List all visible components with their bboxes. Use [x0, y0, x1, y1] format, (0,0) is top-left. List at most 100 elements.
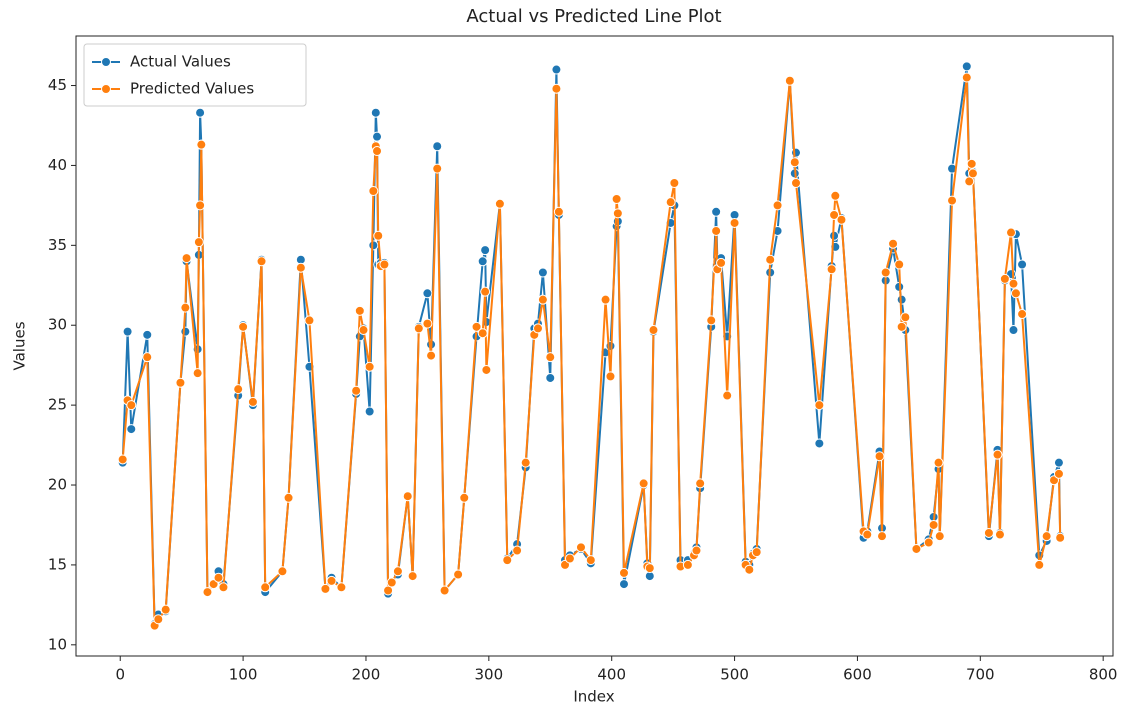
data-point	[575, 542, 586, 553]
x-tick-label: 500	[720, 666, 749, 684]
data-point	[791, 178, 802, 189]
data-point	[964, 176, 975, 187]
data-point	[545, 372, 556, 383]
legend-label: Actual Values	[130, 53, 231, 71]
data-point	[195, 200, 206, 211]
data-point	[480, 245, 491, 256]
data-point	[196, 139, 207, 150]
x-tick-label: 700	[966, 666, 995, 684]
y-tick-label: 30	[48, 316, 67, 334]
data-point	[471, 321, 482, 332]
data-point	[751, 547, 762, 558]
data-point	[480, 286, 491, 297]
data-point	[695, 478, 706, 489]
y-tick-label: 35	[48, 236, 67, 254]
data-point	[238, 321, 249, 332]
data-point	[379, 259, 390, 270]
data-point	[961, 61, 972, 72]
x-tick-label: 400	[597, 666, 626, 684]
data-point	[648, 325, 659, 336]
plot-area	[75, 35, 1114, 657]
data-point	[142, 352, 153, 363]
data-point	[181, 253, 192, 264]
data-point	[537, 267, 548, 278]
data-point	[1053, 457, 1064, 468]
data-point	[545, 352, 556, 363]
data-point	[392, 566, 403, 577]
data-point	[354, 305, 365, 316]
data-point	[247, 396, 258, 407]
data-point	[722, 390, 733, 401]
data-point	[364, 361, 375, 372]
data-point	[413, 323, 424, 334]
data-point	[862, 529, 873, 540]
data-point	[711, 206, 722, 217]
data-point	[772, 200, 783, 211]
data-point	[1010, 288, 1021, 299]
data-point	[644, 563, 655, 574]
x-axis-label: Index	[573, 688, 614, 706]
x-tick-label: 300	[475, 666, 504, 684]
data-point	[277, 566, 288, 577]
data-point	[295, 262, 306, 273]
x-tick-label: 100	[229, 666, 258, 684]
data-point	[934, 531, 945, 542]
data-point	[706, 315, 717, 326]
data-point	[160, 604, 171, 615]
data-point	[422, 288, 433, 299]
data-point	[358, 325, 369, 336]
data-point	[439, 585, 450, 596]
data-point	[117, 454, 128, 465]
data-point	[432, 163, 443, 174]
data-point	[1008, 278, 1019, 289]
data-point	[372, 131, 383, 142]
data-point	[983, 527, 994, 538]
data-point	[1008, 325, 1019, 336]
data-point	[999, 273, 1010, 284]
data-point	[923, 537, 934, 548]
data-point	[612, 208, 623, 219]
chart-title: Actual vs Predicted Line Plot	[466, 6, 721, 27]
data-point	[966, 158, 977, 169]
data-point	[1041, 531, 1052, 542]
data-point	[477, 328, 488, 339]
data-point	[605, 371, 616, 382]
data-point	[1017, 259, 1028, 270]
data-point	[175, 377, 186, 388]
data-point	[826, 264, 837, 275]
data-point	[494, 198, 505, 209]
data-point	[928, 519, 939, 530]
data-point	[351, 385, 362, 396]
data-point	[477, 256, 488, 267]
data-point	[829, 209, 840, 220]
data-point	[432, 141, 443, 152]
data-point	[153, 614, 164, 625]
data-point	[665, 197, 676, 208]
data-point	[481, 364, 492, 375]
data-point	[553, 206, 564, 217]
data-point	[260, 582, 271, 593]
data-point	[233, 384, 244, 395]
legend-marker	[101, 57, 111, 67]
data-point	[195, 107, 206, 118]
data-point	[336, 582, 347, 593]
y-tick-label: 15	[48, 555, 67, 573]
data-point	[669, 178, 680, 189]
data-point	[283, 492, 294, 503]
data-point	[994, 529, 1005, 540]
data-point	[716, 257, 727, 268]
data-point	[364, 406, 375, 417]
data-point	[1006, 227, 1017, 238]
data-point	[564, 553, 575, 564]
data-point	[784, 75, 795, 86]
data-point	[1055, 532, 1066, 543]
data-point	[729, 217, 740, 228]
x-tick-label: 800	[1089, 666, 1118, 684]
data-point	[600, 294, 611, 305]
data-point	[933, 457, 944, 468]
data-point	[618, 567, 629, 578]
data-point	[368, 240, 379, 251]
data-point	[551, 64, 562, 75]
data-point	[888, 238, 899, 249]
data-point	[426, 350, 437, 361]
